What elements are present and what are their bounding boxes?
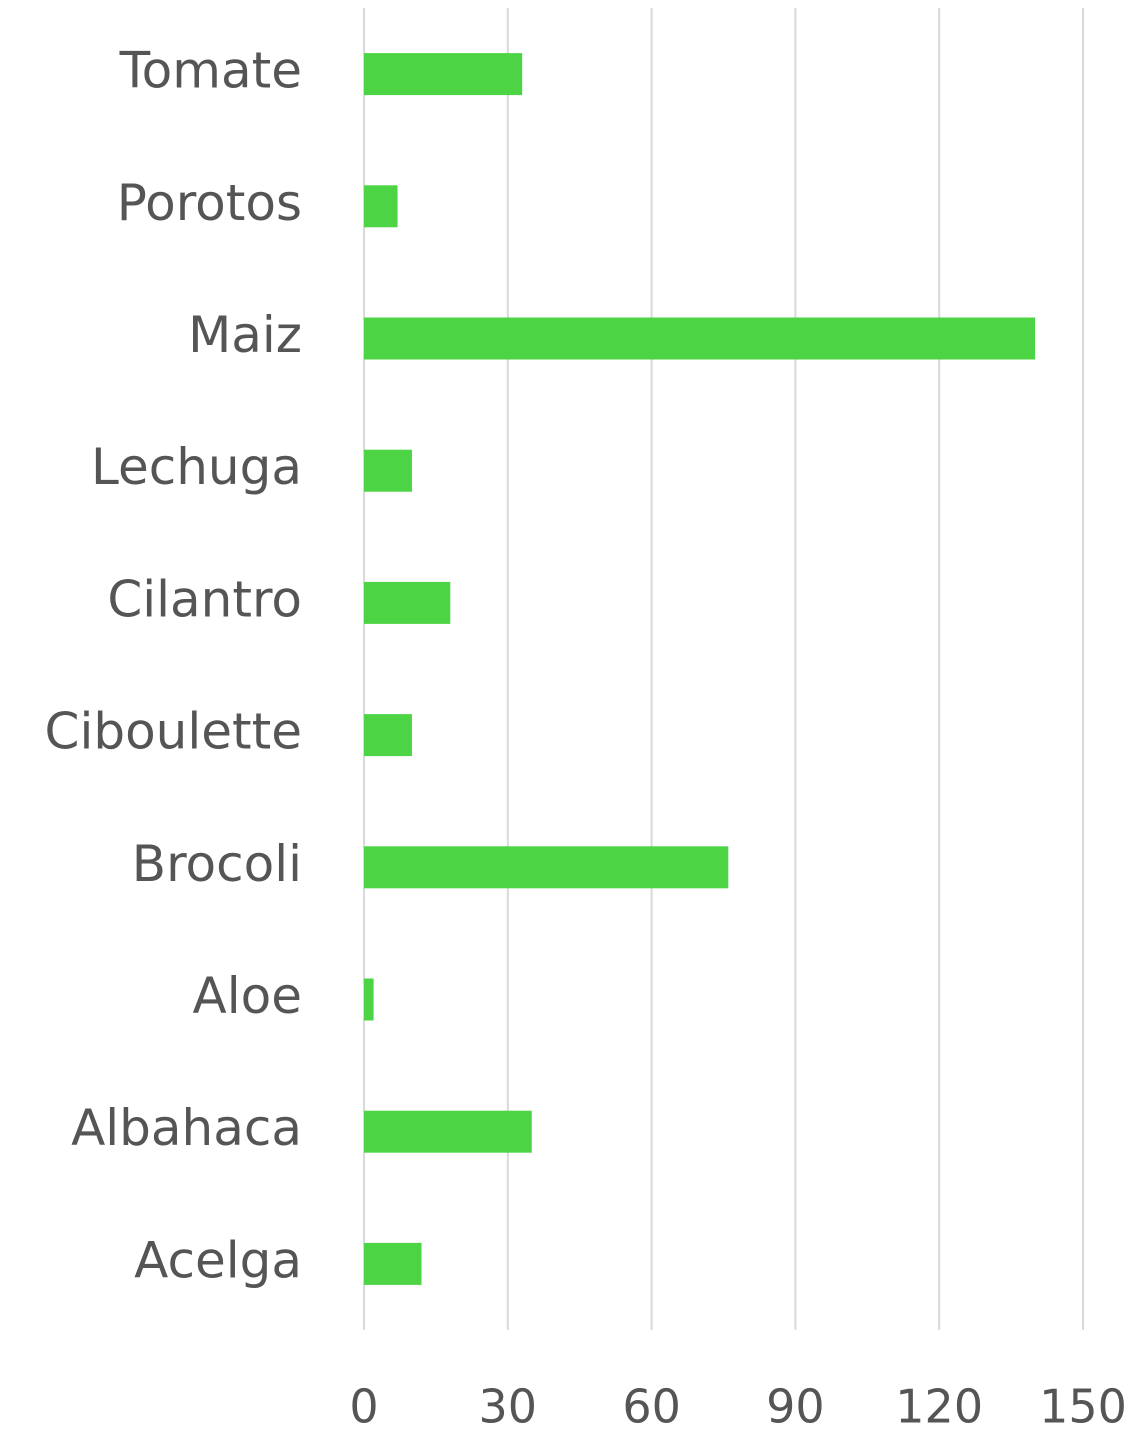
y-tick-label: Aloe <box>193 967 302 1025</box>
x-tick-label: 150 <box>1039 1380 1127 1434</box>
bar <box>364 185 398 228</box>
x-tick-label: 60 <box>622 1380 681 1434</box>
bar <box>364 449 412 492</box>
y-tick-label: Ciboulette <box>45 703 302 761</box>
x-tick-label: 120 <box>895 1380 983 1434</box>
bar <box>364 1242 422 1285</box>
x-tick-label: 90 <box>766 1380 825 1434</box>
x-tick-label: 0 <box>349 1380 378 1434</box>
y-tick-label: Maiz <box>188 306 302 364</box>
y-tick-label: Tomate <box>119 42 302 100</box>
bar <box>364 846 729 889</box>
x-tick-label: 30 <box>479 1380 538 1434</box>
y-tick-label: Brocoli <box>132 835 302 893</box>
y-tick-label: Porotos <box>117 174 302 232</box>
y-tick-label: Cilantro <box>107 570 302 628</box>
bar <box>364 53 523 96</box>
y-tick-label: Lechuga <box>91 438 302 496</box>
bar <box>364 978 374 1021</box>
y-tick-label: Albahaca <box>71 1099 302 1157</box>
y-tick-label: Acelga <box>134 1231 302 1289</box>
bar <box>364 317 1036 360</box>
bar <box>364 714 412 757</box>
bar <box>364 1110 532 1153</box>
bar <box>364 581 451 624</box>
